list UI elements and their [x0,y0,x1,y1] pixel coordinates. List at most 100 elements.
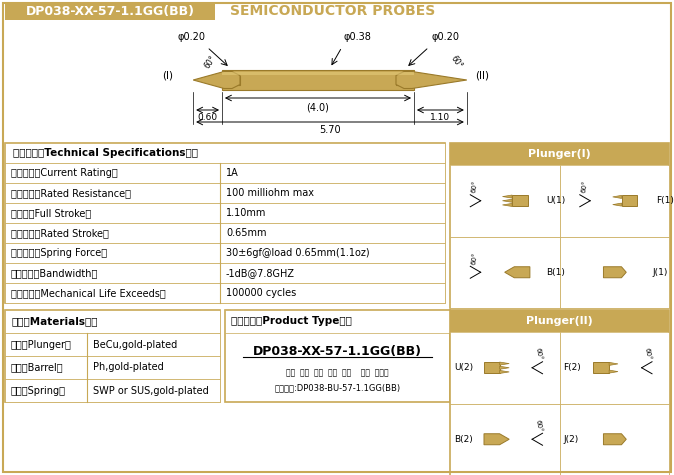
Polygon shape [499,362,509,365]
Bar [559,403,669,475]
Text: J(2): J(2) [563,435,579,444]
Text: 60°: 60° [203,54,218,70]
FancyBboxPatch shape [5,143,445,303]
Bar [450,332,559,403]
Polygon shape [503,195,512,198]
Text: 0.65mm: 0.65mm [226,228,266,238]
Text: (II): (II) [474,70,489,80]
Text: 100 milliohm max: 100 milliohm max [226,188,314,198]
Text: DP038-XX-57-1.1GG(BB): DP038-XX-57-1.1GG(BB) [26,4,195,18]
Bar [5,356,220,379]
Text: 测试寿命（Mechanical Life Exceeds）: 测试寿命（Mechanical Life Exceeds） [11,288,166,298]
Polygon shape [603,434,626,445]
Text: 1.10mm: 1.10mm [226,208,266,218]
Text: 针管（Barrel）: 针管（Barrel） [11,362,63,372]
Text: B(1): B(1) [547,268,565,277]
Text: DP038-XX-57-1.1GG(BB): DP038-XX-57-1.1GG(BB) [253,345,422,358]
Text: 额定弹力（Spring Force）: 额定弹力（Spring Force） [11,248,107,258]
Text: 60°: 60° [534,347,542,361]
FancyBboxPatch shape [5,2,215,20]
Text: 60°: 60° [534,418,542,432]
Bar [5,333,220,356]
Polygon shape [222,76,240,85]
Polygon shape [505,267,530,278]
Text: J(1): J(1) [652,268,668,277]
FancyBboxPatch shape [225,310,450,402]
Text: 额定电流（Current Rating）: 额定电流（Current Rating） [11,168,118,178]
Text: -1dB@7.8GHZ: -1dB@7.8GHZ [226,268,295,278]
Bar [559,332,669,403]
Text: 订购单例:DP038-BU-57-1.1GG(BB): 订购单例:DP038-BU-57-1.1GG(BB) [274,384,400,393]
Polygon shape [603,267,626,278]
Text: 60°: 60° [470,252,479,265]
Bar [5,243,445,263]
FancyBboxPatch shape [5,310,220,402]
Bar [5,223,445,243]
Text: 满行程（Full Stroke）: 满行程（Full Stroke） [11,208,91,218]
Polygon shape [499,366,509,369]
Text: 100000 cycles: 100000 cycles [226,288,297,298]
Bar [450,165,559,237]
Text: Plunger(I): Plunger(I) [528,149,591,159]
Bar [559,237,669,308]
Text: 30±6gf@load 0.65mm(1.1oz): 30±6gf@load 0.65mm(1.1oz) [226,248,369,258]
Polygon shape [484,362,499,373]
Text: 5.70: 5.70 [319,125,341,135]
Polygon shape [512,195,528,206]
Polygon shape [222,70,414,90]
Bar [5,163,445,183]
Polygon shape [193,72,240,88]
Text: 针头（Plunger）: 针头（Plunger） [11,340,72,350]
Bar [450,310,669,332]
Text: 60°: 60° [449,54,464,70]
Text: 1A: 1A [226,168,239,178]
Polygon shape [613,203,621,206]
Text: 60°: 60° [644,347,652,361]
FancyBboxPatch shape [450,310,669,475]
Text: 成品型号（Product Type）：: 成品型号（Product Type）： [231,316,352,326]
Polygon shape [609,362,618,365]
Polygon shape [609,370,618,373]
Polygon shape [396,72,467,88]
Text: SEMICONDUCTOR PROBES: SEMICONDUCTOR PROBES [230,4,435,18]
Text: (4.0): (4.0) [307,102,330,112]
Text: Plunger(II): Plunger(II) [526,316,593,326]
Text: φ0.20: φ0.20 [177,32,205,42]
Bar [450,403,559,475]
Text: F(1): F(1) [656,196,674,205]
Bar [5,143,445,163]
Text: 额定电阻（Rated Resistance）: 额定电阻（Rated Resistance） [11,188,131,198]
Bar [225,310,450,333]
Text: φ0.20: φ0.20 [431,32,459,42]
Bar [450,237,559,308]
Text: SWP or SUS,gold-plated: SWP or SUS,gold-plated [93,386,209,396]
Text: (I): (I) [162,70,173,80]
Bar [5,263,445,283]
Text: 额定行程（Rated Stroke）: 额定行程（Rated Stroke） [11,228,109,238]
Polygon shape [621,195,637,206]
Text: 1.10: 1.10 [430,113,450,122]
Text: BeCu,gold-plated: BeCu,gold-plated [93,340,177,350]
Bar [5,310,220,333]
Text: 弹簧（Spring）: 弹簧（Spring） [11,386,66,396]
Bar [450,143,669,165]
Text: F(2): F(2) [563,363,581,372]
Polygon shape [613,195,621,199]
Text: 60°: 60° [470,180,479,193]
Polygon shape [396,76,414,85]
Polygon shape [499,370,509,373]
Text: B(2): B(2) [454,435,472,444]
Polygon shape [503,203,512,207]
Bar [5,379,220,402]
Text: 0.60: 0.60 [197,113,218,122]
Text: Ph,gold-plated: Ph,gold-plated [93,362,164,372]
Text: 频率带宽（Bandwidth）: 频率带宽（Bandwidth） [11,268,98,278]
Text: 技术要求（Technical Specifications）：: 技术要求（Technical Specifications）： [13,148,198,158]
Text: U(1): U(1) [547,196,565,205]
Polygon shape [503,199,512,202]
Polygon shape [484,434,509,445]
Bar [5,283,445,303]
Text: 系列  规格  头型  总长  弹力    镀金  针头规: 系列 规格 头型 总长 弹力 镀金 针头规 [286,368,389,377]
Polygon shape [222,72,414,75]
Bar [559,165,669,237]
